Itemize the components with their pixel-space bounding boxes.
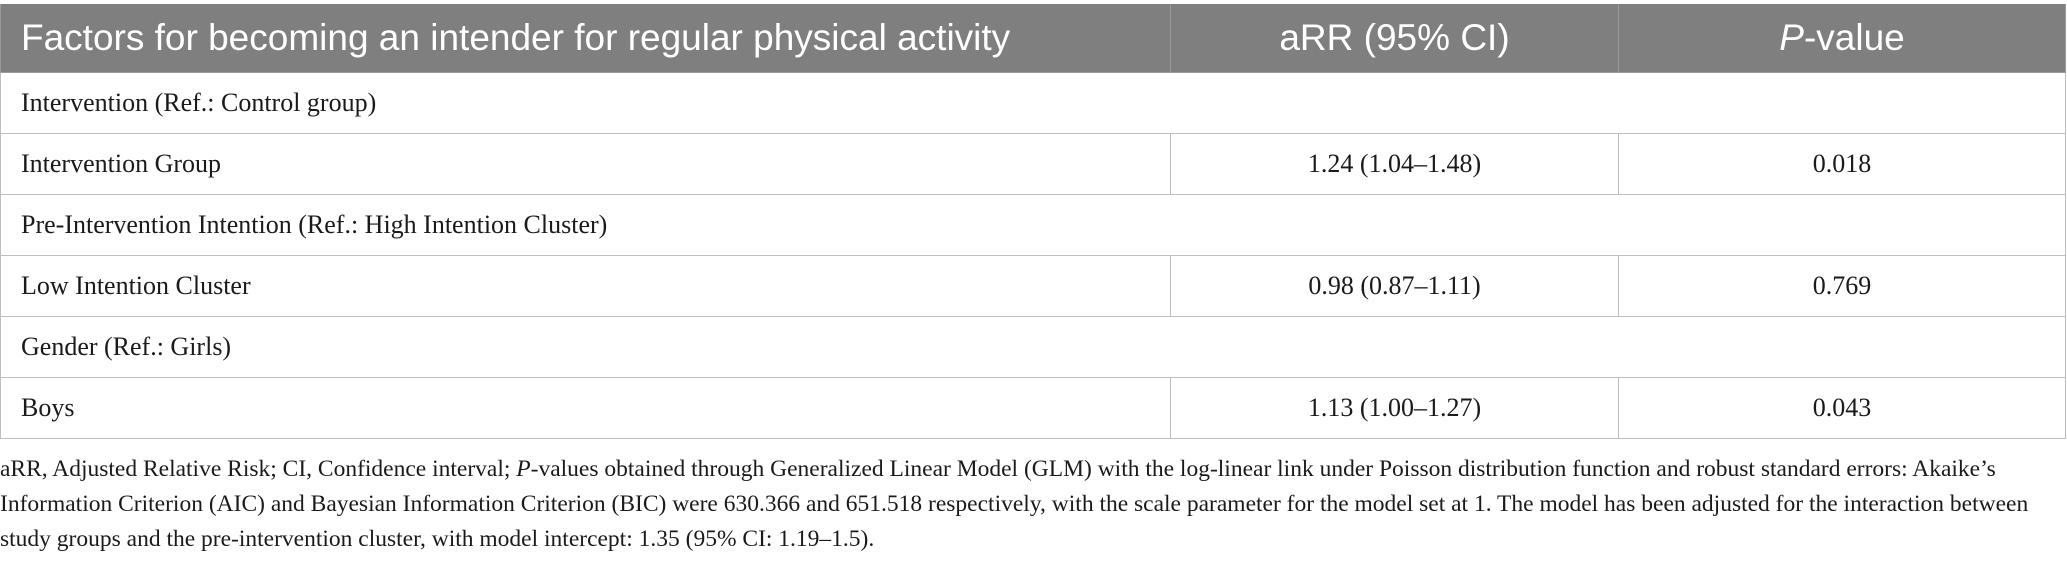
group-row-pre-intervention: Pre-Intervention Intention (Ref.: High I… (0, 194, 2066, 256)
table-header: Factors for becoming an intender for reg… (0, 4, 2066, 73)
row-factor-label: Boys (0, 377, 1171, 439)
row-p-value: 0.018 (1618, 133, 2066, 195)
results-table: Factors for becoming an intender for reg… (0, 4, 2066, 439)
table-footnote: aRR, Adjusted Relative Risk; CI, Confide… (0, 452, 2040, 557)
row-factor-label: Low Intention Cluster (0, 255, 1171, 317)
footnote-p-italic: P (516, 456, 531, 482)
table-row: Intervention Group 1.24 (1.04–1.48) 0.01… (0, 133, 2066, 195)
footnote-part1: aRR, Adjusted Relative Risk; CI, Confide… (0, 456, 517, 482)
group-row-gender: Gender (Ref.: Girls) (0, 316, 2066, 378)
group-row-intervention: Intervention (Ref.: Control group) (0, 72, 2066, 134)
row-arr-value: 0.98 (0.87–1.11) (1170, 255, 1619, 317)
group-label: Gender (Ref.: Girls) (0, 316, 2066, 378)
header-factor: Factors for becoming an intender for reg… (0, 4, 1171, 73)
row-arr-value: 1.24 (1.04–1.48) (1170, 133, 1619, 195)
header-pvalue-italic: P (1779, 17, 1804, 58)
row-p-value: 0.769 (1618, 255, 2066, 317)
header-pvalue-rest: -value (1803, 17, 1905, 58)
footnote-part2: -values obtained through Generalized Lin… (0, 456, 2029, 552)
results-table-container: Factors for becoming an intender for reg… (0, 4, 2067, 439)
group-label: Pre-Intervention Intention (Ref.: High I… (0, 194, 2066, 256)
table-body: Intervention (Ref.: Control group) Inter… (0, 72, 2066, 439)
group-label: Intervention (Ref.: Control group) (0, 72, 2066, 134)
table-row: Low Intention Cluster 0.98 (0.87–1.11) 0… (0, 255, 2066, 317)
row-factor-label: Intervention Group (0, 133, 1171, 195)
header-row: Factors for becoming an intender for reg… (0, 4, 2066, 73)
header-arr: aRR (95% CI) (1170, 4, 1619, 73)
header-pvalue: P-value (1618, 4, 2066, 73)
table-row: Boys 1.13 (1.00–1.27) 0.043 (0, 377, 2066, 439)
row-p-value: 0.043 (1618, 377, 2066, 439)
row-arr-value: 1.13 (1.00–1.27) (1170, 377, 1619, 439)
